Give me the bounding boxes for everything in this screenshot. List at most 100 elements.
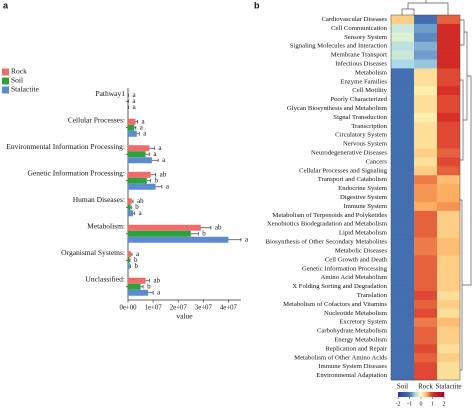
colorbar-segment xyxy=(435,392,438,397)
x-tick-label: 2e+07 xyxy=(170,305,188,312)
heatmap-cell xyxy=(437,362,460,372)
heatmap-cell xyxy=(391,86,414,96)
heatmap-cell xyxy=(437,41,460,51)
heatmap-cell xyxy=(414,68,437,78)
bar xyxy=(128,124,135,131)
heatmap-cell xyxy=(437,255,460,265)
heatmap-cell xyxy=(391,104,414,114)
category-label: Cellular Processes: xyxy=(68,115,125,124)
heatmap-cell xyxy=(414,148,437,158)
bar xyxy=(128,236,229,243)
legend-swatch xyxy=(2,68,9,76)
heatmap-cell xyxy=(391,77,414,87)
row-label: Transport and Catabolism xyxy=(318,176,388,183)
colorbar-segment xyxy=(431,392,433,397)
colorbar-tick-label: -2 xyxy=(396,401,401,407)
heatmap-cell xyxy=(437,104,460,114)
heatmap-cell xyxy=(391,282,414,292)
legend-label: Rock xyxy=(11,67,27,76)
heatmap-cell xyxy=(437,282,460,292)
colorbar-segment xyxy=(418,392,421,397)
significance-letter: b xyxy=(147,282,151,290)
column-label: Soil xyxy=(397,383,408,391)
legend-label: Stalactite xyxy=(11,85,40,94)
heatmap-cell xyxy=(437,193,460,203)
x-tick-label: 3e+07 xyxy=(195,305,213,312)
heatmap-cell xyxy=(391,273,414,283)
row-label: Genetic Information Processing xyxy=(302,265,388,272)
colorbar-segment xyxy=(421,392,423,397)
row-label: Digestive System xyxy=(340,194,388,201)
significance-letter: a xyxy=(136,250,140,258)
category-label: Human Diseases: xyxy=(73,195,125,204)
heatmap-cell xyxy=(414,184,437,194)
dendrogram xyxy=(401,0,472,371)
colorbar-segment xyxy=(399,392,401,397)
colorbar-segment xyxy=(425,392,428,397)
heatmap-cell xyxy=(391,95,414,105)
row-label: Cellular Processes and Signaling xyxy=(299,167,388,174)
row-label: Amino Acid Metabolism xyxy=(321,274,388,281)
heatmap-cell xyxy=(414,282,437,292)
heatmap-cell xyxy=(437,273,460,283)
heatmap-cell xyxy=(414,95,437,105)
heatmap-cell xyxy=(437,121,460,132)
heatmap-cell xyxy=(391,41,414,51)
bar xyxy=(128,224,201,231)
colorbar-segment xyxy=(442,392,445,397)
heatmap-cell xyxy=(391,148,414,158)
bar xyxy=(128,283,141,290)
heatmap-cell xyxy=(414,86,437,96)
colorbar-segment xyxy=(401,392,403,397)
colorbar-segment xyxy=(430,392,432,397)
heatmap-cell xyxy=(437,219,460,229)
heatmap-cell xyxy=(437,130,460,140)
row-label: Infectious Diseases xyxy=(335,60,387,67)
significance-letter: a xyxy=(158,144,162,152)
category-label: Organismal Systems: xyxy=(61,248,125,257)
significance-letter: a xyxy=(157,288,161,296)
heatmap-cell xyxy=(414,210,437,221)
heatmap-cell xyxy=(391,317,414,327)
heatmap-cell xyxy=(414,246,437,256)
heatmap-cell xyxy=(414,290,437,301)
heatmap-cell xyxy=(437,166,460,176)
significance-letter: ab xyxy=(153,276,160,284)
category-label: Pathway1 xyxy=(95,89,125,98)
bar xyxy=(128,263,130,270)
heatmap-border xyxy=(390,14,461,381)
heatmap-cell xyxy=(437,139,460,149)
bar xyxy=(128,118,136,125)
heatmap-cell xyxy=(437,175,460,185)
heatmap-cell xyxy=(437,201,460,212)
colorbar-segment xyxy=(398,392,400,397)
heatmap-cell xyxy=(414,201,437,212)
heatmap-cell xyxy=(414,139,437,149)
significance-letter: b xyxy=(135,262,139,270)
heatmap-cell xyxy=(391,299,414,310)
heatmap-cell xyxy=(391,68,414,78)
significance-letter: a xyxy=(162,156,166,164)
colorbar-segment xyxy=(426,392,429,397)
heatmap-cell xyxy=(414,50,437,60)
heatmap-cell xyxy=(414,317,437,327)
row-label: Carbohydrate Metabolism xyxy=(317,328,388,335)
heatmap-cell xyxy=(414,353,437,363)
colorbar-segment xyxy=(414,392,416,397)
colorbar-segment xyxy=(440,392,442,397)
legend-swatch xyxy=(2,77,9,85)
heatmap-cell xyxy=(414,299,437,310)
heatmap-cell xyxy=(391,139,414,149)
heatmap-cell xyxy=(437,308,460,318)
significance-letter: b xyxy=(202,229,206,237)
row-label: Replication and Repair xyxy=(325,345,387,352)
significance-letter: a xyxy=(133,91,137,99)
heatmap-cell xyxy=(391,308,414,318)
x-axis-label: value xyxy=(176,312,193,321)
heatmap-cell xyxy=(437,228,460,238)
row-label: Cell Motility xyxy=(352,87,387,94)
significance-letter: a xyxy=(139,209,143,217)
row-label: Lipid Metabolism xyxy=(339,230,388,237)
heatmap-cell xyxy=(391,255,414,265)
row-label: Enzyme Families xyxy=(340,78,387,85)
